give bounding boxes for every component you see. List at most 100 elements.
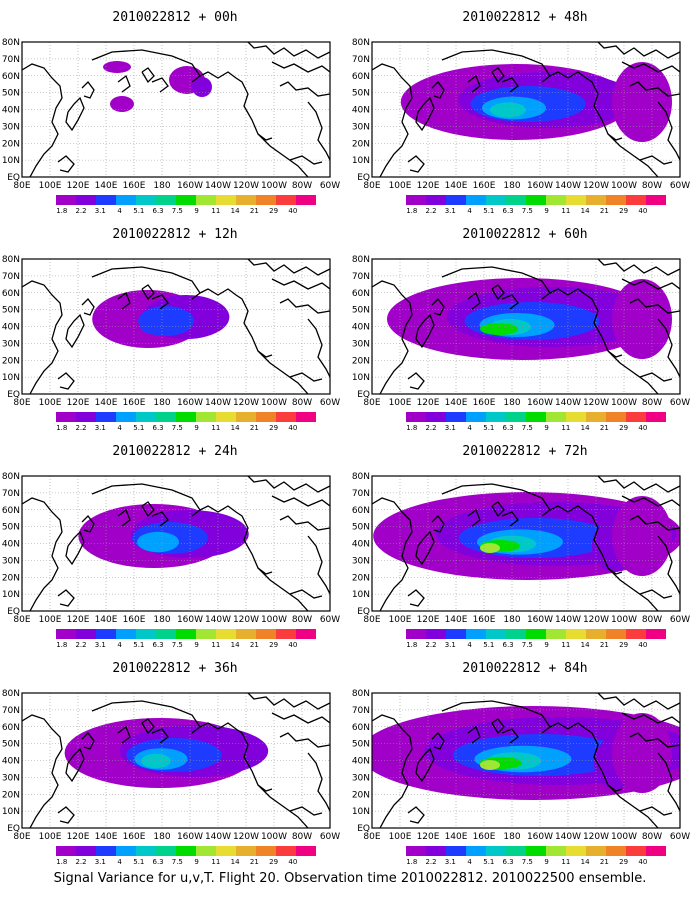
x-tick-label: 160E xyxy=(123,181,146,191)
y-tick-label: 10N xyxy=(2,807,20,817)
colorbar-swatch xyxy=(56,412,76,422)
coastline xyxy=(271,712,330,724)
colorbar-swatch xyxy=(156,629,176,639)
colorbar-label: 11 xyxy=(561,641,571,649)
coastline xyxy=(621,495,680,507)
coastline xyxy=(372,714,413,828)
colorbar-swatch xyxy=(116,412,136,422)
colorbar-labels: 1.8 2.2 3.1 4 5.1 6.3 7.5 9 11 14 21 29 40 xyxy=(406,424,666,434)
variance-contour xyxy=(480,543,500,553)
coastline xyxy=(431,732,445,750)
variance-map: 80E 100E 120E 140E 160E 180 160W 140W 120W 100W 80… xyxy=(2,689,340,842)
y-tick-label: EQ xyxy=(7,390,20,400)
colorbar-swatch xyxy=(506,412,526,422)
colorbar-label: 40 xyxy=(638,641,648,649)
colorbar-label: 6.3 xyxy=(152,641,164,649)
x-tick-label: 160E xyxy=(123,398,146,408)
x-tick-label: 180 xyxy=(503,832,520,842)
colorbar-label: 2.2 xyxy=(425,858,437,866)
colorbar-label: 3.1 xyxy=(444,858,456,866)
colorbar-label: 4 xyxy=(467,858,472,866)
colorbar-swatch xyxy=(296,629,316,639)
colorbar-label: 1.8 xyxy=(56,641,68,649)
y-tick-label: 40N xyxy=(2,323,20,333)
colorbar-label: 3.1 xyxy=(444,424,456,432)
colorbar-label: 2.2 xyxy=(425,641,437,649)
colorbar-swatch xyxy=(276,412,296,422)
coastline xyxy=(415,530,435,566)
panel-title: 2010022812 + 48h xyxy=(462,10,588,25)
colorbar-swatch xyxy=(466,846,486,856)
colorbar-label: 5.1 xyxy=(483,641,495,649)
variance-map: 80E 100E 120E 140E 160E 180 160W 140W 120W 100W 80… xyxy=(352,472,690,625)
y-tick-label: 50N xyxy=(2,740,20,750)
colorbar-swatch xyxy=(116,846,136,856)
y-tick-label: 80N xyxy=(2,689,20,699)
coastline xyxy=(549,288,659,394)
x-tick-label: 160W xyxy=(527,832,553,842)
coastline xyxy=(431,298,445,316)
y-tick-label: 40N xyxy=(2,757,20,767)
colorbar-swatch xyxy=(426,195,446,205)
y-tick-label: EQ xyxy=(357,824,370,834)
colorbar-swatch xyxy=(96,629,116,639)
colorbar-label: 21 xyxy=(249,207,259,215)
x-tick-label: 180 xyxy=(153,398,170,408)
x-tick-label: 100W xyxy=(611,181,637,191)
colorbar-label: 6.3 xyxy=(502,207,514,215)
x-tick-label: 60W xyxy=(670,615,690,625)
colorbar-label: 40 xyxy=(638,207,648,215)
y-tick-label: 70N xyxy=(352,272,370,282)
colorbar-label: 5.1 xyxy=(483,424,495,432)
map-panel: 2010022812 + 60h 80E 100E 120E 140E 160E 180 16… xyxy=(350,217,700,442)
x-tick-label: 140E xyxy=(445,615,468,625)
coastline xyxy=(65,747,85,783)
colorbar-swatch xyxy=(116,629,136,639)
x-tick-label: 100W xyxy=(261,398,287,408)
coastline xyxy=(257,133,273,141)
coastline xyxy=(199,722,309,828)
variance-contour xyxy=(612,279,672,359)
y-tick-label: 50N xyxy=(352,740,370,750)
x-tick-label: 80W xyxy=(642,181,662,191)
coastline xyxy=(629,515,680,531)
coastline xyxy=(467,74,481,93)
map-panel: 2010022812 + 12h 80E 100E 120E 140E 160E 180 16… xyxy=(0,217,350,442)
coastline xyxy=(289,372,323,382)
y-tick-label: EQ xyxy=(357,390,370,400)
colorbar-swatch xyxy=(156,846,176,856)
variance-contour xyxy=(612,713,672,793)
colorbar-label: 29 xyxy=(619,207,629,215)
x-tick-label: 100W xyxy=(611,615,637,625)
colorbar-swatch xyxy=(586,412,606,422)
colorbar-swatch xyxy=(236,195,256,205)
y-tick-label: 30N xyxy=(352,339,370,349)
y-tick-label: 30N xyxy=(352,773,370,783)
colorbar-swatch xyxy=(176,629,196,639)
coastline xyxy=(247,259,330,276)
map-panel: 2010022812 + 36h 80E 100E 120E 140E 160E 180 16… xyxy=(0,651,350,876)
coastline xyxy=(549,505,659,611)
coastline xyxy=(279,81,330,97)
y-tick-label: 50N xyxy=(2,306,20,316)
colorbar-swatch xyxy=(236,846,256,856)
colorbar-label: 1.8 xyxy=(56,424,68,432)
x-tick-label: 140E xyxy=(95,615,118,625)
x-tick-label: 100E xyxy=(389,398,412,408)
x-tick-label: 140W xyxy=(205,181,231,191)
colorbar-label: 9 xyxy=(544,424,549,432)
y-tick-label: 70N xyxy=(2,489,20,499)
colorbar-swatch xyxy=(646,412,666,422)
colorbar-swatch xyxy=(76,846,96,856)
colorbar-label: 40 xyxy=(638,424,648,432)
x-tick-label: 160W xyxy=(177,181,203,191)
colorbar-swatch xyxy=(526,629,546,639)
colorbar-swatch xyxy=(446,846,466,856)
colorbar-label: 1.8 xyxy=(406,641,418,649)
coastline xyxy=(247,693,330,710)
colorbar-swatch xyxy=(256,412,276,422)
colorbar-label: 29 xyxy=(269,207,279,215)
y-tick-label: 30N xyxy=(2,556,20,566)
y-tick-label: 50N xyxy=(2,89,20,99)
y-tick-label: 30N xyxy=(352,556,370,566)
